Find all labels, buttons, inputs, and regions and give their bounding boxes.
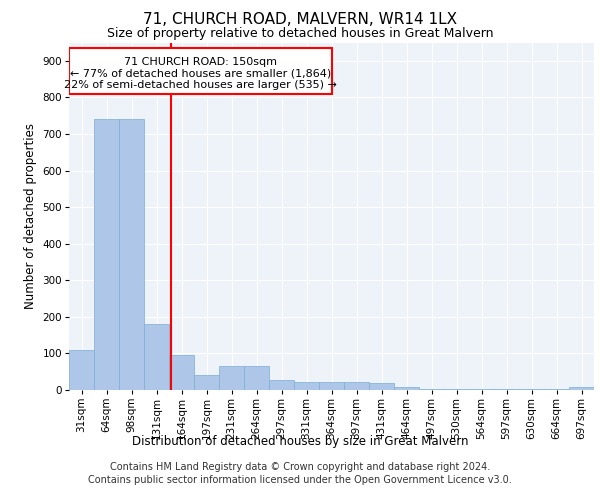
Bar	[169, 355, 194, 390]
Bar	[344, 382, 369, 390]
Bar	[94, 120, 119, 390]
Bar	[294, 382, 319, 390]
Bar	[519, 388, 544, 390]
Bar	[244, 366, 269, 390]
Text: Size of property relative to detached houses in Great Malvern: Size of property relative to detached ho…	[107, 28, 493, 40]
Bar	[394, 387, 419, 390]
Text: 71 CHURCH ROAD: 150sqm: 71 CHURCH ROAD: 150sqm	[124, 57, 277, 67]
Bar	[219, 366, 244, 390]
Text: ← 77% of detached houses are smaller (1,864): ← 77% of detached houses are smaller (1,…	[70, 69, 331, 79]
Bar	[144, 324, 169, 390]
Text: Contains public sector information licensed under the Open Government Licence v3: Contains public sector information licen…	[88, 475, 512, 485]
Bar	[369, 382, 394, 390]
Bar	[194, 376, 219, 390]
Y-axis label: Number of detached properties: Number of detached properties	[24, 123, 37, 309]
FancyBboxPatch shape	[69, 48, 331, 94]
Text: Contains HM Land Registry data © Crown copyright and database right 2024.: Contains HM Land Registry data © Crown c…	[110, 462, 490, 472]
Text: 71, CHURCH ROAD, MALVERN, WR14 1LX: 71, CHURCH ROAD, MALVERN, WR14 1LX	[143, 12, 457, 28]
Bar	[319, 382, 344, 390]
Text: Distribution of detached houses by size in Great Malvern: Distribution of detached houses by size …	[132, 434, 468, 448]
Text: 22% of semi-detached houses are larger (535) →: 22% of semi-detached houses are larger (…	[64, 80, 337, 90]
Bar	[569, 388, 594, 390]
Bar	[69, 350, 94, 390]
Bar	[119, 120, 144, 390]
Bar	[269, 380, 294, 390]
